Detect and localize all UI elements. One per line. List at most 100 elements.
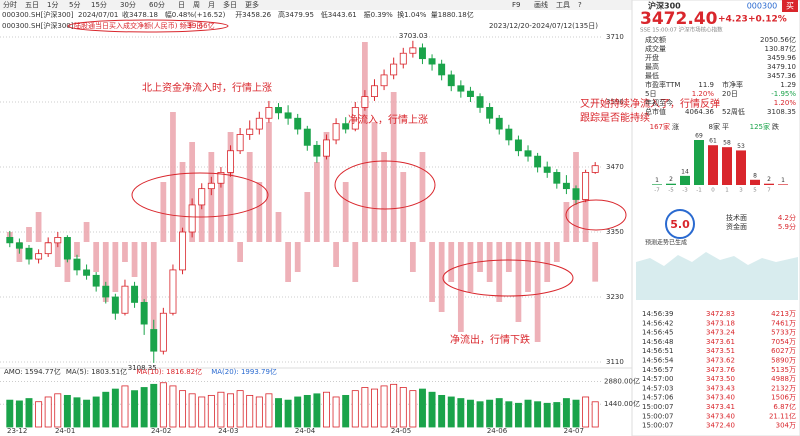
volume-bar — [457, 398, 465, 428]
volume-bar — [390, 383, 398, 428]
distribution-label: -1 — [696, 188, 701, 194]
y-tick-label: 3350 — [606, 228, 624, 236]
x-tick-label: 24-04 — [295, 427, 316, 435]
candle-body — [54, 237, 62, 244]
flow-bar — [457, 242, 464, 332]
toolbar-tab[interactable]: 15分 — [91, 0, 107, 9]
highlight-ring — [442, 259, 574, 297]
toolbar-tool[interactable]: 画线 — [534, 0, 548, 9]
volume-bar — [207, 394, 215, 428]
flow-bar — [218, 172, 224, 242]
distribution-bar — [750, 179, 760, 185]
candle-body — [524, 150, 532, 157]
flow-bar — [198, 202, 205, 242]
volume-bar — [92, 396, 100, 428]
candle-body — [227, 150, 234, 173]
distribution-label: 0 — [711, 188, 715, 194]
toolbar-tab[interactable]: 分时 — [3, 0, 17, 9]
distribution-value: 58 — [723, 140, 731, 147]
x-tick-label: 23-12 — [7, 427, 27, 435]
volume-bar — [323, 391, 330, 428]
tick-time: 14:56:48 — [642, 338, 673, 346]
stat-label: 最低 — [645, 71, 659, 80]
annotation: 净流出，行情下跌 — [450, 333, 530, 346]
candle-body — [486, 107, 494, 119]
volume-bar — [466, 399, 474, 428]
tick-volume: 21.11亿 — [769, 411, 796, 420]
tick-volume: 6027万 — [771, 347, 796, 355]
flow-bar — [266, 122, 272, 242]
volume-bar — [572, 399, 580, 428]
candle-body — [380, 74, 388, 87]
flow-bar — [83, 222, 90, 242]
quote-change: +4.23 — [718, 15, 748, 25]
toolbar-tab[interactable]: 更多 — [245, 0, 259, 9]
candle-body — [514, 139, 522, 152]
stat-value: 1.20% — [774, 99, 797, 107]
tick-time: 14:57:03 — [642, 384, 673, 392]
toolbar-tab[interactable]: 周 — [193, 1, 200, 9]
stat-value: 4064.36 — [685, 108, 714, 116]
stat-label: 开盘 — [645, 53, 659, 62]
volume-bar — [265, 393, 273, 428]
distribution-value: 61 — [709, 138, 717, 145]
volume-header: MA(10): 1816.82亿 — [136, 367, 202, 376]
tick-time: 14:56:39 — [642, 310, 673, 318]
toolbar-tab[interactable]: 60分 — [149, 0, 165, 9]
flow-bar — [592, 242, 599, 282]
buy-button[interactable] — [782, 0, 798, 12]
toolbar-tab[interactable]: 多日 — [223, 0, 237, 9]
volume-bar — [188, 393, 196, 428]
flow-bar — [93, 242, 100, 272]
flow-bar — [467, 242, 474, 292]
flow-bar — [256, 182, 263, 242]
toolbar-tool[interactable]: F9 — [512, 1, 520, 9]
tick-time: 14:56:54 — [642, 357, 674, 365]
stat-value: 3457.36 — [767, 72, 796, 80]
distribution-bar — [694, 140, 704, 185]
y-tick-label: 3470 — [606, 163, 624, 171]
volume-bar — [361, 387, 369, 428]
candle-body — [150, 329, 158, 352]
distribution-value: 1 — [655, 177, 659, 184]
flow-bar — [390, 92, 397, 242]
y-tick-label: 3230 — [606, 293, 624, 301]
volume-bar — [111, 388, 119, 428]
toolbar-tab[interactable]: 日 — [178, 1, 185, 9]
distribution-label: -3 — [682, 188, 688, 194]
tick-time: 14:57:06 — [642, 394, 674, 402]
candle-body — [409, 47, 417, 54]
candle-body — [438, 63, 446, 76]
x-tick-label: 24-03 — [218, 427, 238, 435]
candle-body — [294, 117, 302, 130]
toolbar-tab[interactable]: 月 — [208, 1, 215, 9]
volume-bar — [351, 390, 359, 428]
toolbar-tab[interactable]: 30分 — [120, 0, 136, 9]
stat-label: 5日 — [645, 90, 656, 98]
volume-bar — [275, 398, 282, 428]
tick-price: 3473.76 — [706, 366, 735, 374]
stat-label: 52周低 — [722, 107, 745, 116]
volume-header: MA(20): 1993.79亿 — [211, 367, 277, 376]
toolbar-tab[interactable]: 1分 — [47, 0, 58, 9]
volume-bar — [294, 396, 302, 428]
distribution-value: 8 — [753, 172, 757, 179]
toolbar-tool[interactable]: ? — [578, 1, 582, 9]
volume-bar — [227, 393, 234, 428]
flow-bar — [534, 242, 541, 342]
x-tick-label: 24-02 — [151, 427, 171, 435]
toolbar-tab[interactable]: 五日 — [25, 1, 39, 9]
candle-body — [6, 237, 14, 244]
flow-bar — [285, 242, 291, 282]
candle-body — [351, 107, 359, 130]
toolbar-tab[interactable]: 5分 — [69, 0, 80, 9]
candle-body — [63, 237, 71, 260]
tick-time: 14:56:45 — [642, 329, 673, 337]
volume-bar — [438, 394, 446, 428]
buy-label[interactable]: 买 — [786, 2, 794, 11]
volume-bar — [35, 401, 43, 428]
candle-body — [572, 188, 580, 200]
candle-body — [15, 242, 23, 249]
candle-body — [255, 117, 263, 130]
toolbar-tool[interactable]: 工具 — [556, 1, 570, 9]
